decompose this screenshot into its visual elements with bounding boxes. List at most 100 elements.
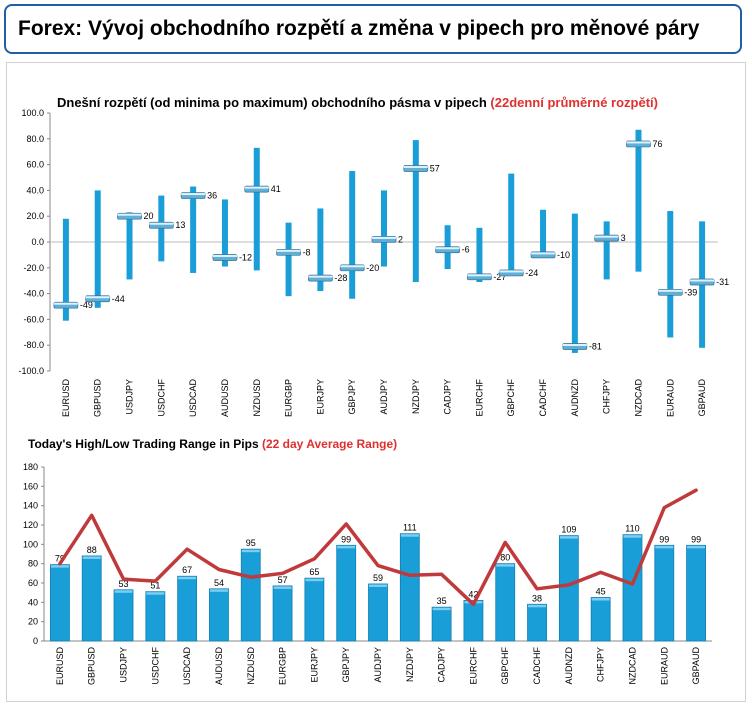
pips-data-label: 110 [625,524,639,534]
range-bar [253,147,260,271]
pips-data-label: 35 [437,596,447,606]
range-bar [349,171,356,299]
range-y-tick-label: 40.0 [26,185,44,195]
pips-x-tick-label: EURCHF [468,646,478,684]
range-y-tick-label: -100.0 [18,366,44,376]
pips-x-tick-label: GBPJPY [341,647,351,683]
range-data-label: -44 [112,294,125,304]
pips-bar-highlight [623,535,642,538]
range-current-marker-highlight [212,254,237,257]
range-y-tick-label: 80.0 [26,134,44,144]
pips-x-tick-label: EURJPY [309,647,319,683]
range-bar [126,212,133,280]
pips-data-label: 45 [596,587,606,597]
pips-data-label: 42 [468,589,478,599]
pips-data-label: 99 [659,534,669,544]
range-current-marker-highlight [467,274,492,277]
pips-x-tick-label: EURUSD [55,647,65,686]
pips-bar-highlight [591,598,610,601]
range-current-marker-highlight [53,302,78,305]
pips-bar-highlight [528,604,547,608]
pips-bar-highlight [241,549,260,553]
pips-bar-highlight [400,534,419,537]
pips-data-label: 51 [150,581,160,591]
range-x-tick-label: AUDJPY [379,379,389,415]
range-x-tick-label: GBPCHF [506,379,516,417]
pips-x-tick-label: CADJPY [437,647,447,683]
range-data-label: -31 [716,277,729,287]
range-data-label: 20 [144,211,154,221]
range-x-tick-label: EURUSD [61,379,71,418]
range-current-marker-highlight [690,279,715,282]
pips-x-tick-label: USDJPY [119,647,129,683]
range-current-marker-highlight [626,141,651,144]
pips-x-tick-label: CADCHF [532,646,542,684]
pips-bar-highlight [687,545,706,549]
range-data-label: 41 [271,184,281,194]
range-current-marker-highlight [562,343,587,346]
range-x-tick-label: GBPJPY [347,379,357,415]
range-data-label: -20 [366,263,379,273]
range-current-marker-highlight [308,275,333,278]
range-x-tick-label: USDCHF [156,378,166,416]
range-current-marker-highlight [403,165,428,168]
pips-bar [399,533,420,642]
pips-bar [145,591,166,642]
pips-y-tick-label: 180 [23,462,38,472]
pips-bar [209,588,229,642]
pips-bar-highlight [50,565,69,568]
pips-x-tick-label: GBPUSD [87,647,97,686]
pips-data-label: 99 [691,534,701,544]
pips-data-label: 54 [214,578,224,588]
pips-average-line [58,488,698,607]
pips-data-label: 111 [403,523,417,533]
range-y-tick-label: 60.0 [26,160,44,170]
range-data-label: -6 [462,245,470,255]
range-current-marker-highlight [244,186,269,189]
pips-bar-highlight [655,545,674,549]
pips-data-label: 38 [532,593,542,603]
pips-x-tick-label: AUDJPY [373,647,383,683]
pips-bar [81,555,102,642]
range-data-label: -39 [684,287,697,297]
pips-data-label: 65 [309,567,319,577]
range-y-tick-label: -20.0 [23,263,44,273]
range-y-tick-label: -60.0 [23,314,44,324]
pips-x-tick-label: GBPCHF [500,647,510,685]
pips-bar-highlight [496,564,515,567]
pips-bar-highlight [209,589,228,592]
range-chart-title-accent: (22denní průměrné rozpětí) [490,95,658,110]
pips-data-label: 59 [373,573,383,583]
range-chart-title: Dnešní rozpětí (od minima po maximum) ob… [57,95,658,110]
range-current-marker-highlight [531,252,556,255]
range-data-label: 76 [652,139,662,149]
pips-bar [558,535,579,642]
pips-bar [177,575,198,642]
range-y-tick-label: -40.0 [23,289,44,299]
pips-data-label: 80 [500,553,510,563]
range-current-marker-highlight [181,193,206,196]
pips-x-tick-label: EURAUD [659,647,669,686]
range-x-tick-label: AUDNZD [570,379,580,417]
pips-chart-title: Today's High/Low Trading Range in Pips (… [28,437,397,451]
range-x-tick-label: USDCAD [188,379,198,418]
range-current-marker-highlight [658,289,683,292]
pips-bar-highlight [82,556,101,559]
range-y-tick-label: -80.0 [23,340,44,350]
pips-bar [113,589,134,642]
pips-bar-highlight [337,545,356,549]
pips-bar [272,585,293,642]
range-data-label: -24 [525,268,538,278]
range-bar [667,211,674,338]
pips-chart-title-main: Today's High/Low Trading Range in Pips [28,437,259,451]
range-x-tick-label: GBPUSD [93,379,103,418]
range-bar [94,190,101,308]
pips-y-tick-label: 20 [28,617,38,627]
range-data-label: 13 [175,220,185,230]
pips-bar [590,597,611,642]
pips-y-tick-label: 0 [33,636,38,646]
pips-y-tick-label: 140 [23,501,38,511]
pips-bar-highlight [114,590,133,593]
pips-x-tick-label: NZDJPY [405,647,415,682]
pips-bar-highlight [432,607,451,611]
